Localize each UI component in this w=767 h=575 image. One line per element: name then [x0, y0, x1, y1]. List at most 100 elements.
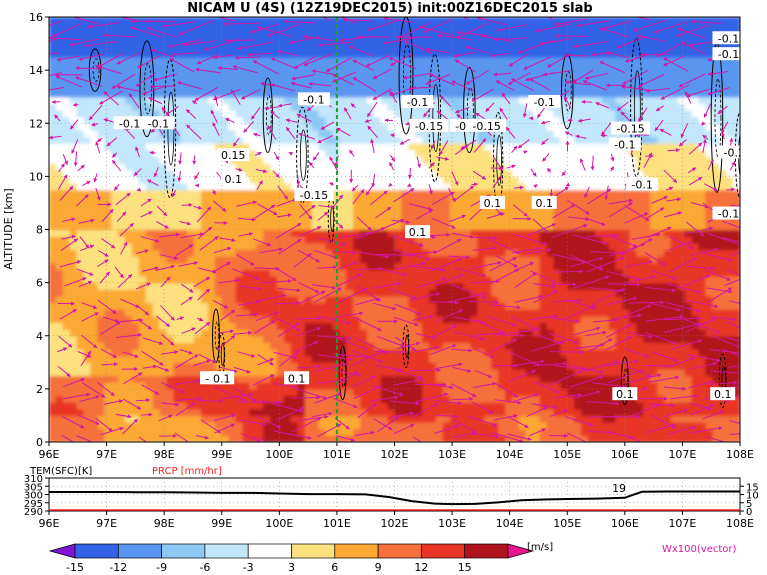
u-wind-cell	[145, 149, 154, 158]
u-wind-cell	[235, 216, 244, 224]
u-wind-cell	[249, 408, 257, 417]
u-wind-cell	[318, 43, 326, 51]
u-wind-cell	[366, 368, 375, 377]
u-wind-cell	[145, 349, 154, 357]
u-wind-cell	[283, 70, 292, 78]
u-wind-cell	[339, 63, 347, 71]
u-wind-cell	[55, 388, 64, 397]
u-wind-cell	[83, 136, 92, 144]
u-wind-cell	[270, 309, 278, 317]
u-wind-cell	[491, 103, 499, 111]
u-wind-cell	[125, 295, 133, 304]
u-wind-cell	[111, 96, 119, 104]
u-wind-cell	[518, 295, 527, 304]
u-wind-cell	[359, 123, 368, 131]
u-wind-cell	[152, 216, 161, 224]
u-wind-cell	[76, 136, 85, 144]
u-wind-cell	[553, 156, 561, 164]
u-wind-cell	[152, 109, 161, 118]
u-wind-cell	[484, 295, 492, 304]
u-wind-cell	[201, 362, 209, 370]
u-wind-cell	[138, 249, 147, 257]
u-wind-cell	[518, 222, 527, 231]
u-wind-cell	[256, 382, 264, 390]
u-wind-cell	[387, 129, 396, 138]
u-wind-cell	[373, 17, 382, 25]
u-wind-cell	[567, 256, 575, 264]
u-wind-cell	[560, 342, 568, 350]
u-wind-cell	[581, 202, 589, 211]
u-wind-cell	[104, 123, 112, 131]
u-wind-cell	[152, 415, 161, 423]
u-wind-cell	[221, 289, 230, 297]
u-wind-cell	[422, 63, 430, 71]
u-wind-cell	[505, 256, 513, 264]
u-wind-cell	[138, 202, 147, 211]
u-wind-cell	[221, 402, 230, 410]
u-wind-cell	[484, 382, 492, 390]
u-wind-cell	[373, 109, 382, 118]
u-wind-cell	[380, 176, 389, 184]
u-wind-cell	[97, 222, 105, 231]
u-wind-cell	[173, 229, 181, 237]
u-wind-cell	[435, 415, 444, 423]
u-wind-cell	[145, 388, 154, 397]
u-wind-cell	[249, 76, 257, 85]
u-wind-cell	[449, 156, 458, 164]
u-wind-cell	[214, 222, 223, 231]
u-wind-cell	[270, 23, 278, 31]
u-wind-cell	[125, 30, 133, 38]
u-wind-cell	[408, 156, 416, 164]
u-wind-cell	[131, 408, 140, 417]
u-wind-cell	[97, 183, 105, 191]
u-wind-cell	[491, 63, 499, 71]
u-wind-cell	[339, 156, 347, 164]
u-wind-cell	[228, 289, 237, 297]
u-wind-cell	[118, 402, 126, 410]
u-wind-cell	[55, 309, 64, 317]
u-wind-cell	[290, 222, 299, 231]
u-wind-cell	[221, 408, 230, 417]
u-wind-cell	[76, 435, 85, 442]
u-wind-cell	[49, 382, 57, 390]
u-wind-cell	[145, 109, 154, 118]
u-wind-cell	[318, 315, 326, 324]
u-wind-cell	[387, 43, 396, 51]
u-wind-cell	[567, 302, 575, 310]
u-wind-cell	[180, 17, 188, 25]
u-wind-cell	[373, 289, 382, 297]
u-wind-cell	[207, 302, 216, 310]
u-wind-cell	[518, 209, 527, 217]
u-wind-cell	[581, 123, 589, 131]
u-wind-cell	[380, 143, 389, 151]
u-wind-cell	[484, 236, 492, 244]
u-wind-cell	[339, 23, 347, 31]
u-wind-cell	[408, 395, 416, 403]
u-wind-cell	[228, 362, 237, 370]
u-wind-cell	[422, 375, 430, 383]
u-wind-cell	[470, 329, 479, 337]
u-wind-cell	[373, 422, 382, 430]
u-wind-cell	[553, 315, 561, 324]
u-wind-cell	[256, 163, 264, 171]
u-wind-cell	[401, 382, 409, 390]
u-wind-cell	[332, 96, 340, 104]
u-wind-cell	[518, 322, 527, 330]
u-wind-cell	[435, 90, 444, 98]
u-wind-cell	[242, 362, 250, 370]
u-wind-cell	[90, 382, 98, 390]
u-wind-cell	[76, 90, 85, 98]
u-wind-cell	[180, 103, 188, 111]
u-wind-cell	[111, 349, 119, 357]
u-wind-cell	[429, 17, 437, 25]
u-wind-cell	[270, 96, 278, 104]
u-wind-cell	[567, 269, 575, 277]
u-wind-cell	[318, 322, 326, 330]
u-wind-cell	[270, 76, 278, 85]
u-wind-cell	[518, 355, 527, 363]
u-wind-cell	[256, 129, 264, 138]
u-wind-cell	[366, 176, 375, 184]
u-wind-cell	[380, 375, 389, 383]
u-wind-cell	[125, 90, 133, 98]
u-wind-cell	[574, 422, 582, 430]
